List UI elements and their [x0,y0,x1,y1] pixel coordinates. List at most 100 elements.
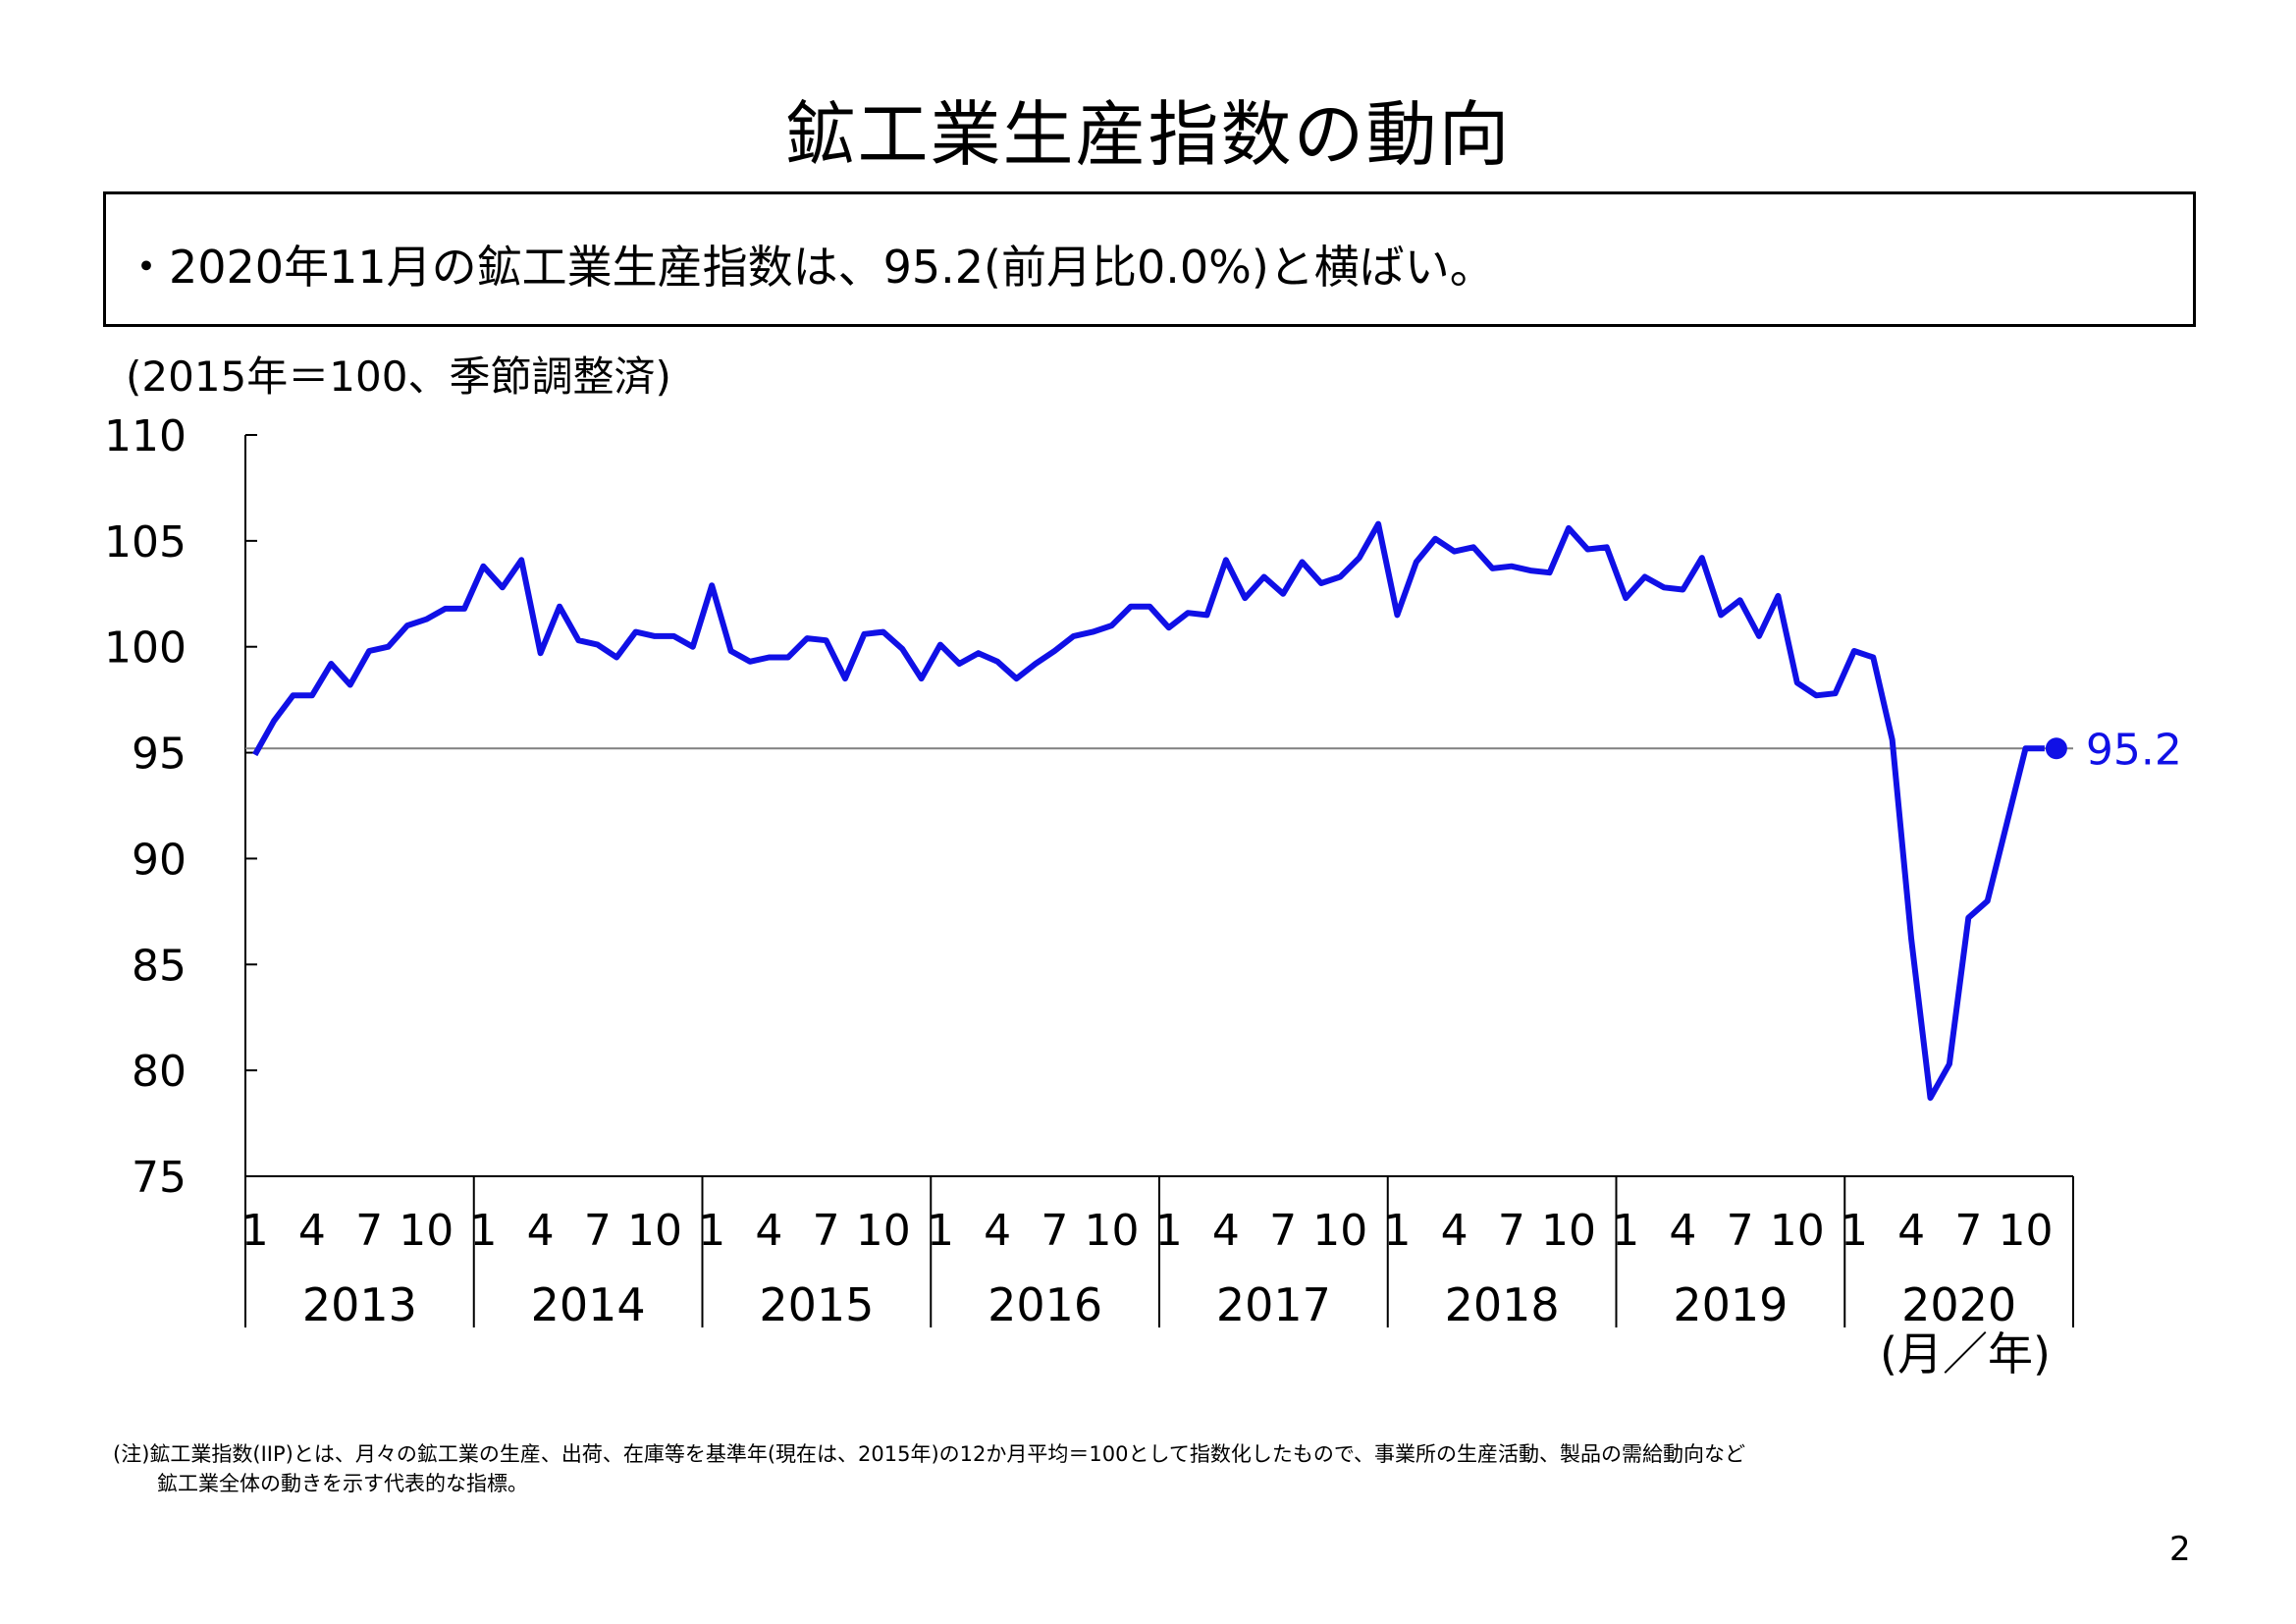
data-point [747,659,753,665]
data-point [328,661,334,667]
year-label: 2017 [1216,1278,1331,1331]
month-tick-label: 7 [1727,1206,1754,1256]
month-tick-label: 7 [1954,1206,1982,1256]
data-point [652,633,658,639]
year-label: 2020 [1901,1278,2016,1331]
data-point [614,655,619,661]
month-tick-label: 4 [1441,1206,1468,1256]
data-point [461,606,467,612]
page-number: 2 [2169,1530,2191,1569]
data-point [1965,915,1971,921]
month-tick-label: 7 [813,1206,840,1256]
data-point [1128,604,1134,610]
month-tick-label: 10 [1999,1206,2054,1256]
data-point [766,655,772,661]
data-point [1851,648,1857,654]
data-point [1090,629,1095,635]
data-point [976,650,982,656]
data-point [1813,692,1819,698]
data-point [1014,676,1020,681]
year-label: 2018 [1445,1278,1560,1331]
data-point [1547,569,1553,575]
month-tick-label: 7 [1269,1206,1297,1256]
month-tick-label: 10 [1085,1206,1140,1256]
month-tick-label: 7 [1498,1206,1525,1256]
data-point [1870,655,1876,661]
data-point [1280,591,1286,597]
data-point [842,676,848,681]
y-tick-label: 90 [132,835,187,885]
data-point [1033,661,1039,667]
data-point [956,661,962,667]
data-point [1699,555,1705,561]
y-axis-label: (2015年＝100、季節調整済) [126,352,671,401]
month-tick-label: 10 [856,1206,911,1256]
month-tick-label: 4 [1669,1206,1696,1256]
month-tick-label: 10 [1770,1206,1825,1256]
month-tick-label: 1 [241,1206,269,1256]
month-tick-label: 1 [1612,1206,1639,1256]
series-line [255,524,2045,1099]
data-point [1680,586,1685,592]
data-point [1299,559,1305,565]
data-point [994,659,1000,665]
data-point [290,692,295,698]
data-point [557,604,562,610]
footnote-line-1: (注)鉱工業指数(IIP)とは、月々の鉱工業の生産、出荷、在庫等を基準年(現在は… [113,1439,1745,1469]
data-point [1908,936,1914,942]
data-point [1147,604,1152,610]
data-point [899,646,905,652]
month-tick-label: 7 [584,1206,612,1256]
data-point [366,648,372,654]
data-point [1109,623,1115,628]
data-point [1051,648,1057,654]
data-point [271,718,277,724]
data-point [861,631,867,637]
data-point [2003,822,2009,828]
data-point [937,642,943,648]
data-point [538,650,544,656]
month-tick-label: 10 [1541,1206,1596,1256]
y-tick-label: 105 [104,517,187,568]
data-point [1985,898,1991,904]
month-tick-label: 1 [1155,1206,1183,1256]
data-point [1756,633,1762,639]
data-point [670,633,676,639]
data-point [480,564,486,569]
year-label: 2016 [988,1278,1102,1331]
data-point [709,582,715,588]
data-point [1833,690,1839,696]
data-point [1566,525,1572,531]
data-point [1357,555,1362,561]
data-point [2023,745,2029,751]
month-tick-label: 4 [1897,1206,1925,1256]
data-point [595,642,601,648]
data-point [1394,612,1400,618]
y-tick-label: 110 [104,411,187,461]
data-point [575,637,581,643]
year-label: 2015 [759,1278,874,1331]
data-point [1375,521,1381,527]
month-tick-label: 10 [1312,1206,1367,1256]
data-point [404,623,410,628]
data-point [1928,1095,1934,1101]
data-point [1737,597,1743,603]
data-point [1890,737,1896,743]
data-point [1470,544,1476,550]
data-point [347,682,353,688]
data-point [500,584,506,590]
data-point [518,557,524,563]
data-point [1604,544,1610,550]
data-point [1718,612,1724,618]
footnote: (注)鉱工業指数(IIP)とは、月々の鉱工業の生産、出荷、在庫等を基準年(現在は… [113,1439,1745,1498]
data-point [309,692,315,698]
data-point [385,644,391,650]
data-point [919,676,925,681]
month-tick-label: 7 [355,1206,383,1256]
data-point [1623,595,1629,601]
month-tick-label: 7 [1041,1206,1068,1256]
y-tick-label: 80 [132,1047,187,1097]
data-point [1527,568,1533,573]
data-point [804,635,810,641]
